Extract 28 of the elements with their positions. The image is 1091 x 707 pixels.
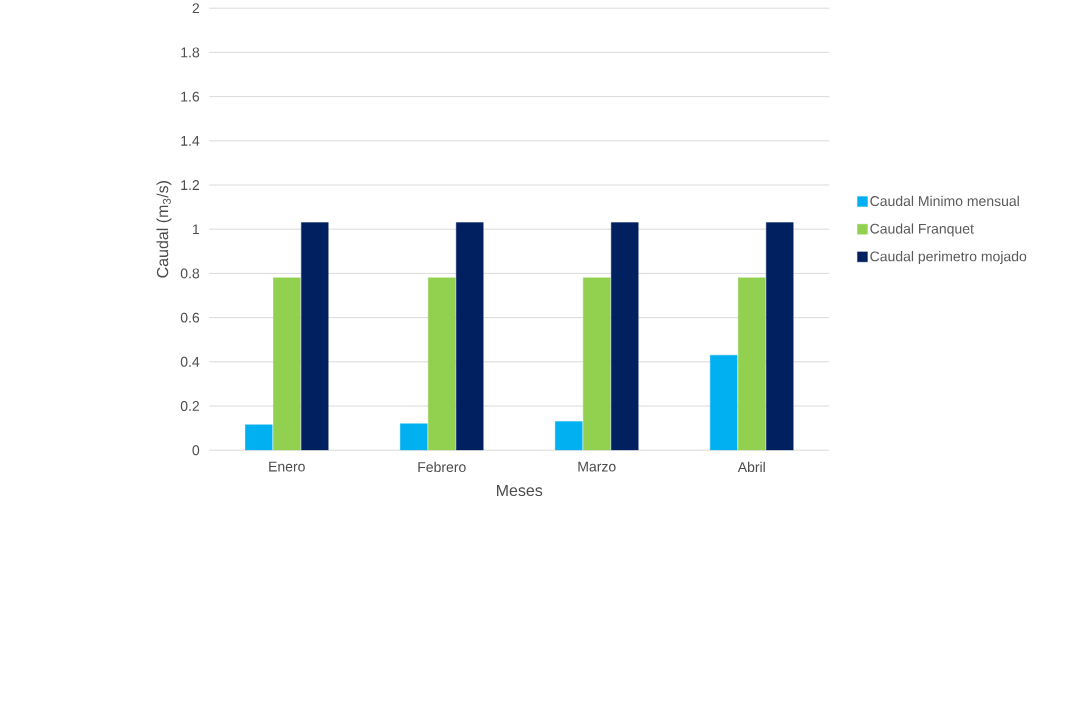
y-tick-label: 2 bbox=[192, 3, 200, 14]
y-axis-title: Caudal (m$_{3}$/s) bbox=[156, 181, 172, 278]
legend-label: Caudal perimetro mojado bbox=[870, 251, 1027, 265]
x-tick-label: Febrero bbox=[418, 461, 466, 473]
y-tick-label: 1.4 bbox=[181, 136, 200, 146]
y-tick-label: 0.4 bbox=[180, 357, 200, 367]
y-tick-label: 1.6 bbox=[181, 91, 200, 102]
x-axis-title: Meses bbox=[497, 485, 543, 497]
bar bbox=[245, 424, 273, 451]
bar bbox=[273, 277, 301, 451]
bar bbox=[400, 423, 428, 451]
bar bbox=[555, 421, 583, 451]
bar bbox=[710, 355, 738, 451]
y-tick-label: 1 bbox=[193, 224, 200, 235]
y-tick-label: 0 bbox=[192, 445, 200, 456]
x-tick-label: Abril bbox=[737, 461, 765, 473]
y-tick-label: 0.6 bbox=[180, 312, 200, 323]
bar bbox=[428, 277, 456, 451]
bar bbox=[583, 277, 611, 451]
y-tick-label: 0.2 bbox=[180, 401, 200, 412]
y-tick-label: 0.8 bbox=[180, 268, 200, 279]
y-tick-label: 1.2 bbox=[181, 180, 200, 191]
y-tick-label: 1.8 bbox=[181, 47, 200, 58]
legend-label: Caudal Franquet bbox=[870, 223, 974, 237]
legend-label: Caudal Minimo mensual bbox=[870, 195, 1019, 207]
bar bbox=[738, 277, 766, 451]
x-tick-label: Enero bbox=[269, 461, 305, 472]
x-tick-label: Marzo bbox=[578, 461, 616, 472]
